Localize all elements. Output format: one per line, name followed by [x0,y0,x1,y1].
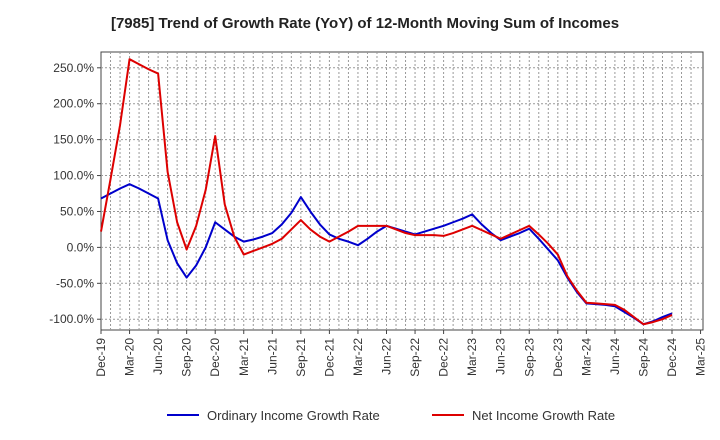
series-lines [100,58,673,326]
x-tick-label: Jun-20 [151,338,165,375]
y-tick-label: 50.0% [60,204,94,218]
y-tick-label: -50.0% [56,276,94,290]
legend: Ordinary Income Growth Rate Net Income Gr… [167,408,615,423]
legend-label: Ordinary Income Growth Rate [207,408,380,423]
x-tick-label: Sep-20 [180,338,194,377]
x-tick-label: Dec-22 [437,338,451,377]
x-tick-label: Mar-22 [351,338,365,376]
x-tick-label: Dec-21 [322,338,336,377]
x-tick-label: Sep-24 [636,338,650,377]
x-tick-label: Dec-23 [551,338,565,377]
x-tick-label: Jun-21 [265,338,279,375]
x-axis: Dec-19 Mar-20 Jun-20 Sep-20 Dec-20 Mar-21 Jun-… [94,330,708,377]
x-tick-label: Sep-21 [294,338,308,377]
y-tick-label: -100.0% [49,312,94,326]
y-tick-label: 0.0% [67,240,95,254]
y-tick-label: 250.0% [53,61,94,75]
x-tick-label: Mar-21 [237,338,251,376]
x-tick-label: Mar-25 [694,338,708,376]
series-line-1 [100,58,673,326]
plot-area [100,51,704,331]
grid-lines [101,52,703,330]
x-tick-label: Jun-22 [380,338,394,375]
x-tick-label: Dec-24 [665,338,679,377]
x-tick-label: Mar-24 [579,338,593,376]
x-tick-label: Sep-22 [408,338,422,377]
x-tick-label: Mar-23 [465,338,479,376]
x-tick-label: Jun-23 [494,338,508,375]
x-tick-label: Sep-23 [522,338,536,377]
y-tick-label: 100.0% [53,169,94,183]
chart-title: [7985] Trend of Growth Rate (YoY) of 12-… [111,15,619,32]
y-tick-label: 200.0% [53,97,94,111]
y-tick-label: 150.0% [53,133,94,147]
legend-label: Net Income Growth Rate [472,408,615,423]
x-tick-label: Jun-24 [608,338,622,375]
x-tick-label: Mar-20 [123,338,137,376]
x-tick-label: Dec-19 [94,338,108,377]
y-axis: -100.0% -50.0% 0.0% 50.0% 100.0% 150.0% 200.0%… [49,61,101,326]
x-tick-label: Dec-20 [208,338,222,377]
